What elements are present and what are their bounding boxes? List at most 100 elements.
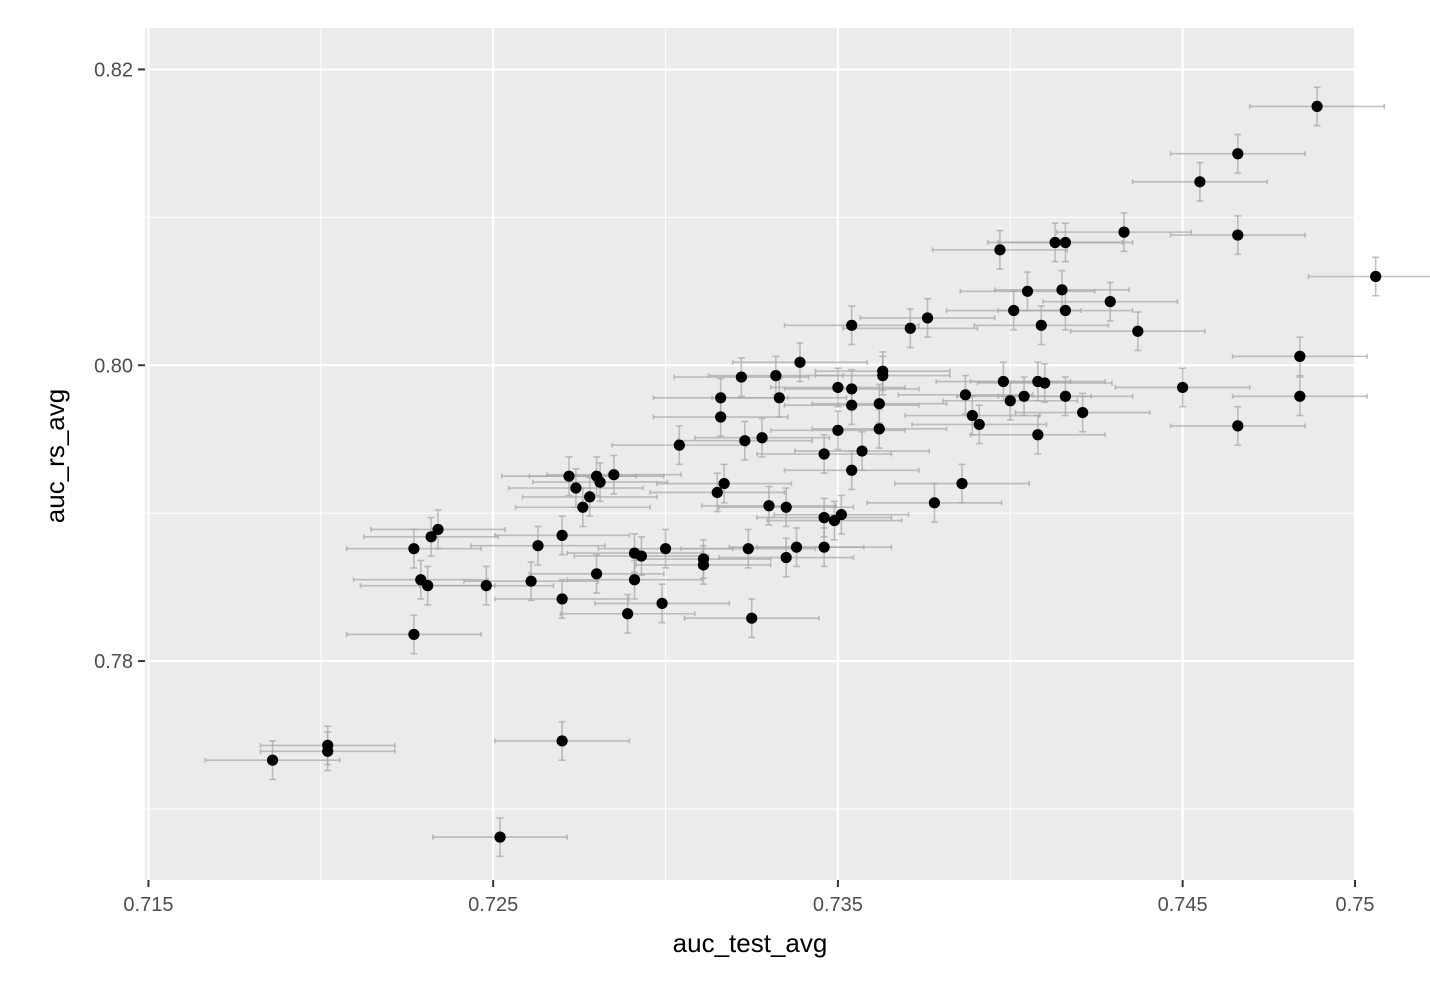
data-point (997, 375, 1009, 388)
data-point (1039, 377, 1051, 389)
data-point (584, 491, 596, 503)
data-point (1104, 296, 1116, 308)
data-point (1004, 395, 1016, 407)
y-axis-title: auc_rs_avg (40, 389, 70, 523)
data-point (1008, 304, 1020, 317)
x-tick-label: 0.75 (1336, 894, 1375, 916)
data-point (904, 322, 916, 334)
data-point (590, 568, 603, 580)
data-point (1177, 381, 1189, 394)
data-point (742, 543, 754, 555)
data-point (608, 469, 620, 481)
data-point (697, 559, 710, 571)
data-point (635, 550, 648, 562)
data-point (1059, 236, 1072, 249)
data-point (628, 574, 641, 586)
data-point (1132, 325, 1144, 337)
data-point (735, 371, 747, 383)
data-point (563, 470, 575, 482)
data-point (1311, 100, 1323, 112)
data-point (432, 523, 444, 536)
data-point (956, 477, 968, 490)
data-point (494, 831, 506, 843)
data-point (739, 435, 751, 447)
data-point (532, 540, 544, 552)
data-point (1032, 429, 1044, 441)
data-point (408, 543, 420, 555)
data-point (818, 541, 830, 553)
data-point (718, 477, 730, 490)
data-point (959, 389, 972, 401)
x-tick-label: 0.735 (813, 894, 863, 916)
data-point (480, 580, 492, 592)
x-axis: 0.715 0.725 0.735 0.745 0.75 (123, 880, 1374, 916)
data-point (1118, 226, 1130, 238)
data-point (1232, 420, 1244, 432)
plot-panel (145, 28, 1355, 880)
data-point (994, 244, 1006, 256)
data-point (973, 418, 985, 431)
data-point (832, 381, 844, 394)
data-point (711, 486, 723, 499)
data-point (570, 482, 582, 494)
data-point (622, 608, 634, 620)
data-point (656, 597, 668, 609)
data-point (921, 312, 934, 324)
data-point (422, 580, 434, 592)
data-point (790, 541, 803, 553)
data-point (425, 531, 437, 543)
data-point (780, 551, 792, 564)
data-point (832, 424, 844, 436)
data-point (266, 754, 279, 766)
data-point (1056, 284, 1068, 296)
data-point (818, 512, 830, 524)
data-point (1370, 270, 1382, 283)
grid-major-lines (145, 28, 1357, 880)
data-point (715, 411, 727, 423)
data-point (856, 445, 868, 457)
data-point (408, 628, 420, 641)
x-tick-label: 0.745 (1158, 894, 1208, 916)
x-tick-label: 0.715 (123, 894, 173, 916)
x-axis-title: auc_test_avg (673, 928, 828, 958)
data-point (673, 439, 685, 451)
x-tick-label: 0.725 (468, 894, 518, 916)
data-point (780, 501, 792, 513)
data-point (1194, 176, 1206, 188)
y-tick-label: 0.80 (94, 355, 133, 377)
data-point (556, 593, 568, 605)
data-point (846, 383, 858, 395)
data-point (1294, 390, 1306, 402)
data-point (756, 432, 768, 444)
data-point (828, 514, 841, 527)
data-point (846, 319, 858, 331)
data-point (1035, 319, 1047, 331)
data-point (794, 356, 806, 368)
data-point (556, 529, 568, 541)
data-point (1232, 229, 1244, 241)
data-point (1059, 390, 1072, 402)
data-point (594, 476, 606, 488)
grid-minor-lines (145, 28, 1355, 880)
data-point (525, 575, 537, 587)
data-point (577, 501, 589, 513)
data-point (1049, 236, 1061, 249)
data-point (1021, 285, 1034, 297)
data-point (966, 409, 978, 422)
y-tick-label: 0.82 (94, 59, 133, 81)
data-point (928, 497, 941, 509)
data-points (266, 100, 1382, 843)
data-point (322, 745, 334, 757)
data-point (873, 398, 885, 410)
y-axis: 0.78 0.80 0.82 (94, 59, 145, 673)
data-point (846, 464, 858, 476)
data-point (746, 612, 758, 624)
data-point (877, 370, 889, 382)
data-point (818, 448, 830, 460)
data-point (659, 543, 672, 555)
data-point (770, 370, 782, 382)
data-point (1018, 390, 1030, 402)
data-point (1077, 406, 1089, 419)
data-point (1232, 148, 1244, 160)
